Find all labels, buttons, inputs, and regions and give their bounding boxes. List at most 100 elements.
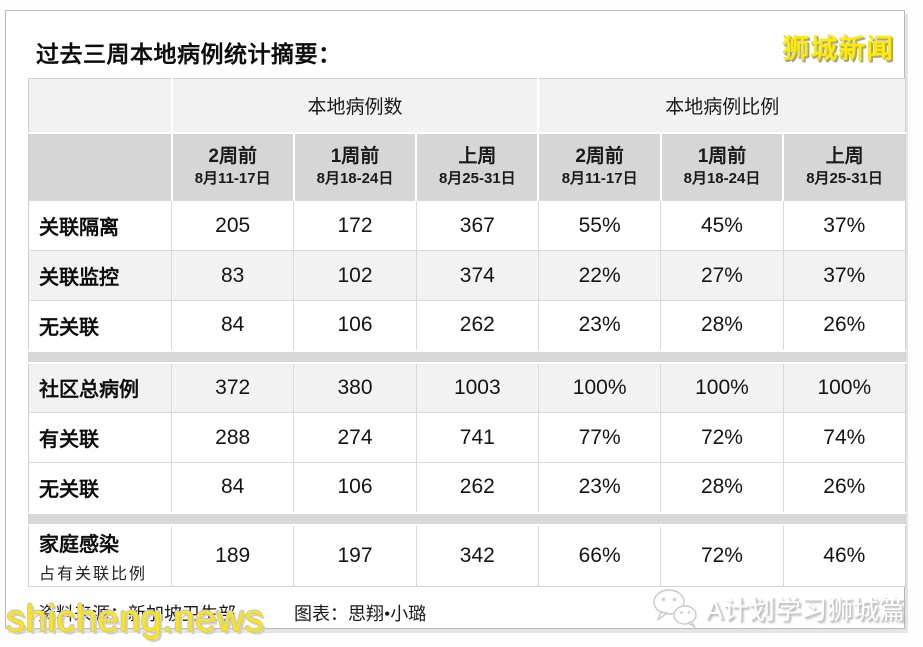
value-cell: 23%	[537, 462, 661, 513]
separator-band	[28, 511, 906, 526]
row-label: 无关联	[39, 478, 99, 501]
value-cell: 100%	[537, 362, 661, 413]
value-cell: 84	[170, 462, 294, 513]
row-label-cell: 有关联	[28, 412, 172, 463]
value-cell: 37%	[782, 200, 906, 251]
row-label: 社区总病例	[39, 379, 139, 402]
row-label: 有关联	[39, 429, 99, 451]
value-cell: 28%	[660, 462, 784, 513]
week-dates: 8月11-17日	[194, 169, 271, 187]
value-cell: 77%	[537, 412, 661, 463]
corner-cell-bottom	[28, 132, 172, 201]
week-dates: 8月25-31日	[438, 169, 516, 187]
row-label-cell: 社区总病例	[28, 362, 172, 413]
value-cell: 342	[415, 524, 539, 587]
week-header-row: 2周前 8月11-17日 1周前 8月18-24日 上周 8月25-31日 2周…	[28, 132, 906, 201]
row-label: 关联监控	[39, 267, 119, 289]
week-header: 2周前 8月11-17日	[170, 132, 294, 201]
table-row: 关联监控 83 102 374 22% 27% 37%	[28, 250, 906, 301]
corner-cell-top	[28, 78, 172, 134]
row-label: 无关联	[39, 316, 99, 339]
week-dates: 8月18-24日	[316, 169, 394, 187]
site-watermark: shicheng.news	[6, 598, 264, 640]
value-cell: 741	[415, 412, 539, 463]
value-cell: 374	[415, 250, 539, 301]
value-cell: 197	[293, 524, 417, 587]
footer: 资料来源：新加坡卫生部 图表：思翔•小璐	[38, 600, 426, 626]
week-header: 上周 8月25-31日	[782, 132, 906, 201]
week-header: 1周前 8月18-24日	[292, 132, 417, 201]
brand-watermark: 狮城新闻	[782, 34, 894, 64]
row-label: 关联隔离	[39, 217, 119, 239]
week-header: 2周前 8月11-17日	[537, 132, 661, 201]
table-row: 社区总病例 372 380 1003 100% 100% 100%	[28, 362, 906, 413]
value-cell: 45%	[660, 200, 784, 251]
value-cell: 27%	[660, 250, 784, 301]
value-cell: 55%	[537, 200, 661, 251]
value-cell: 28%	[660, 300, 784, 351]
value-cell: 72%	[660, 412, 784, 463]
value-cell: 26%	[782, 462, 906, 513]
value-cell: 46%	[782, 524, 906, 587]
channel-watermark: A计划学习狮城篇	[652, 588, 905, 628]
value-cell: 106	[293, 462, 417, 513]
value-cell: 262	[415, 462, 539, 513]
wechat-icon	[652, 588, 698, 628]
week-dates: 8月25-31日	[806, 169, 883, 187]
value-cell: 23%	[537, 300, 661, 351]
row-label: 家庭感染	[39, 533, 119, 556]
section-separator	[28, 349, 906, 364]
value-cell: 262	[415, 300, 539, 351]
row-label-cell: 关联监控	[28, 250, 172, 301]
credit-label: 图表：思翔•小璐	[294, 604, 427, 624]
week-label: 1周前	[697, 146, 747, 168]
week-label: 1周前	[330, 146, 380, 168]
value-cell: 100%	[660, 362, 784, 413]
value-cell: 37%	[782, 250, 906, 301]
col-group-counts: 本地病例数	[170, 78, 539, 134]
value-cell: 1003	[415, 362, 539, 413]
week-label: 2周前	[575, 146, 624, 168]
value-cell: 84	[170, 300, 294, 351]
value-cell: 72%	[660, 524, 784, 587]
value-cell: 106	[293, 300, 417, 351]
value-cell: 26%	[782, 300, 906, 351]
table-body: 关联隔离 205 172 367 55% 45% 37% 关联监控 83 102…	[28, 200, 906, 587]
row-label-cell: 关联隔离	[28, 200, 172, 251]
page-title: 过去三周本地病例统计摘要：	[36, 41, 342, 67]
value-cell: 380	[293, 362, 417, 413]
source-label: 资料来源：新加坡卫生部	[38, 604, 236, 624]
column-group-row: 本地病例数 本地病例比例	[28, 78, 906, 134]
value-cell: 367	[415, 200, 539, 251]
table-row: 关联隔离 205 172 367 55% 45% 37%	[28, 200, 906, 251]
value-cell: 74%	[782, 412, 906, 463]
value-cell: 205	[170, 200, 294, 251]
value-cell: 274	[293, 412, 417, 463]
table-row: 家庭感染 占有关联比例 189 197 342 66% 72% 46%	[28, 524, 906, 587]
value-cell: 22%	[537, 250, 661, 301]
value-cell: 66%	[537, 524, 661, 587]
row-label-cell: 无关联	[28, 462, 172, 513]
week-dates: 8月18-24日	[683, 169, 761, 187]
stats-table: 本地病例数 本地病例比例 2周前 8月11-17日 1周前 8月18-24日 上…	[28, 78, 906, 587]
row-label-cell: 家庭感染 占有关联比例	[28, 524, 172, 587]
separator-band	[28, 349, 906, 364]
week-header: 1周前 8月18-24日	[659, 132, 784, 201]
card-frame: 过去三周本地病例统计摘要： 狮城新闻 本地病例数 本地病例比例 2周前 8月11…	[5, 10, 906, 629]
col-group-ratios: 本地病例比例	[537, 78, 906, 134]
channel-watermark-label: A计划学习狮城篇	[705, 594, 905, 625]
section-separator	[28, 511, 906, 526]
table-row: 无关联 84 106 262 23% 28% 26%	[28, 300, 906, 351]
week-label: 上周	[825, 146, 864, 168]
table-row: 有关联 288 274 741 77% 72% 74%	[28, 412, 906, 463]
row-label-cell: 无关联	[28, 300, 172, 351]
value-cell: 83	[170, 250, 294, 301]
week-label: 上周	[458, 146, 497, 168]
value-cell: 100%	[782, 362, 906, 413]
week-label: 2周前	[208, 146, 257, 168]
value-cell: 102	[293, 250, 417, 301]
value-cell: 172	[293, 200, 417, 251]
table-row: 无关联 84 106 262 23% 28% 26%	[28, 462, 906, 513]
value-cell: 189	[170, 524, 294, 587]
